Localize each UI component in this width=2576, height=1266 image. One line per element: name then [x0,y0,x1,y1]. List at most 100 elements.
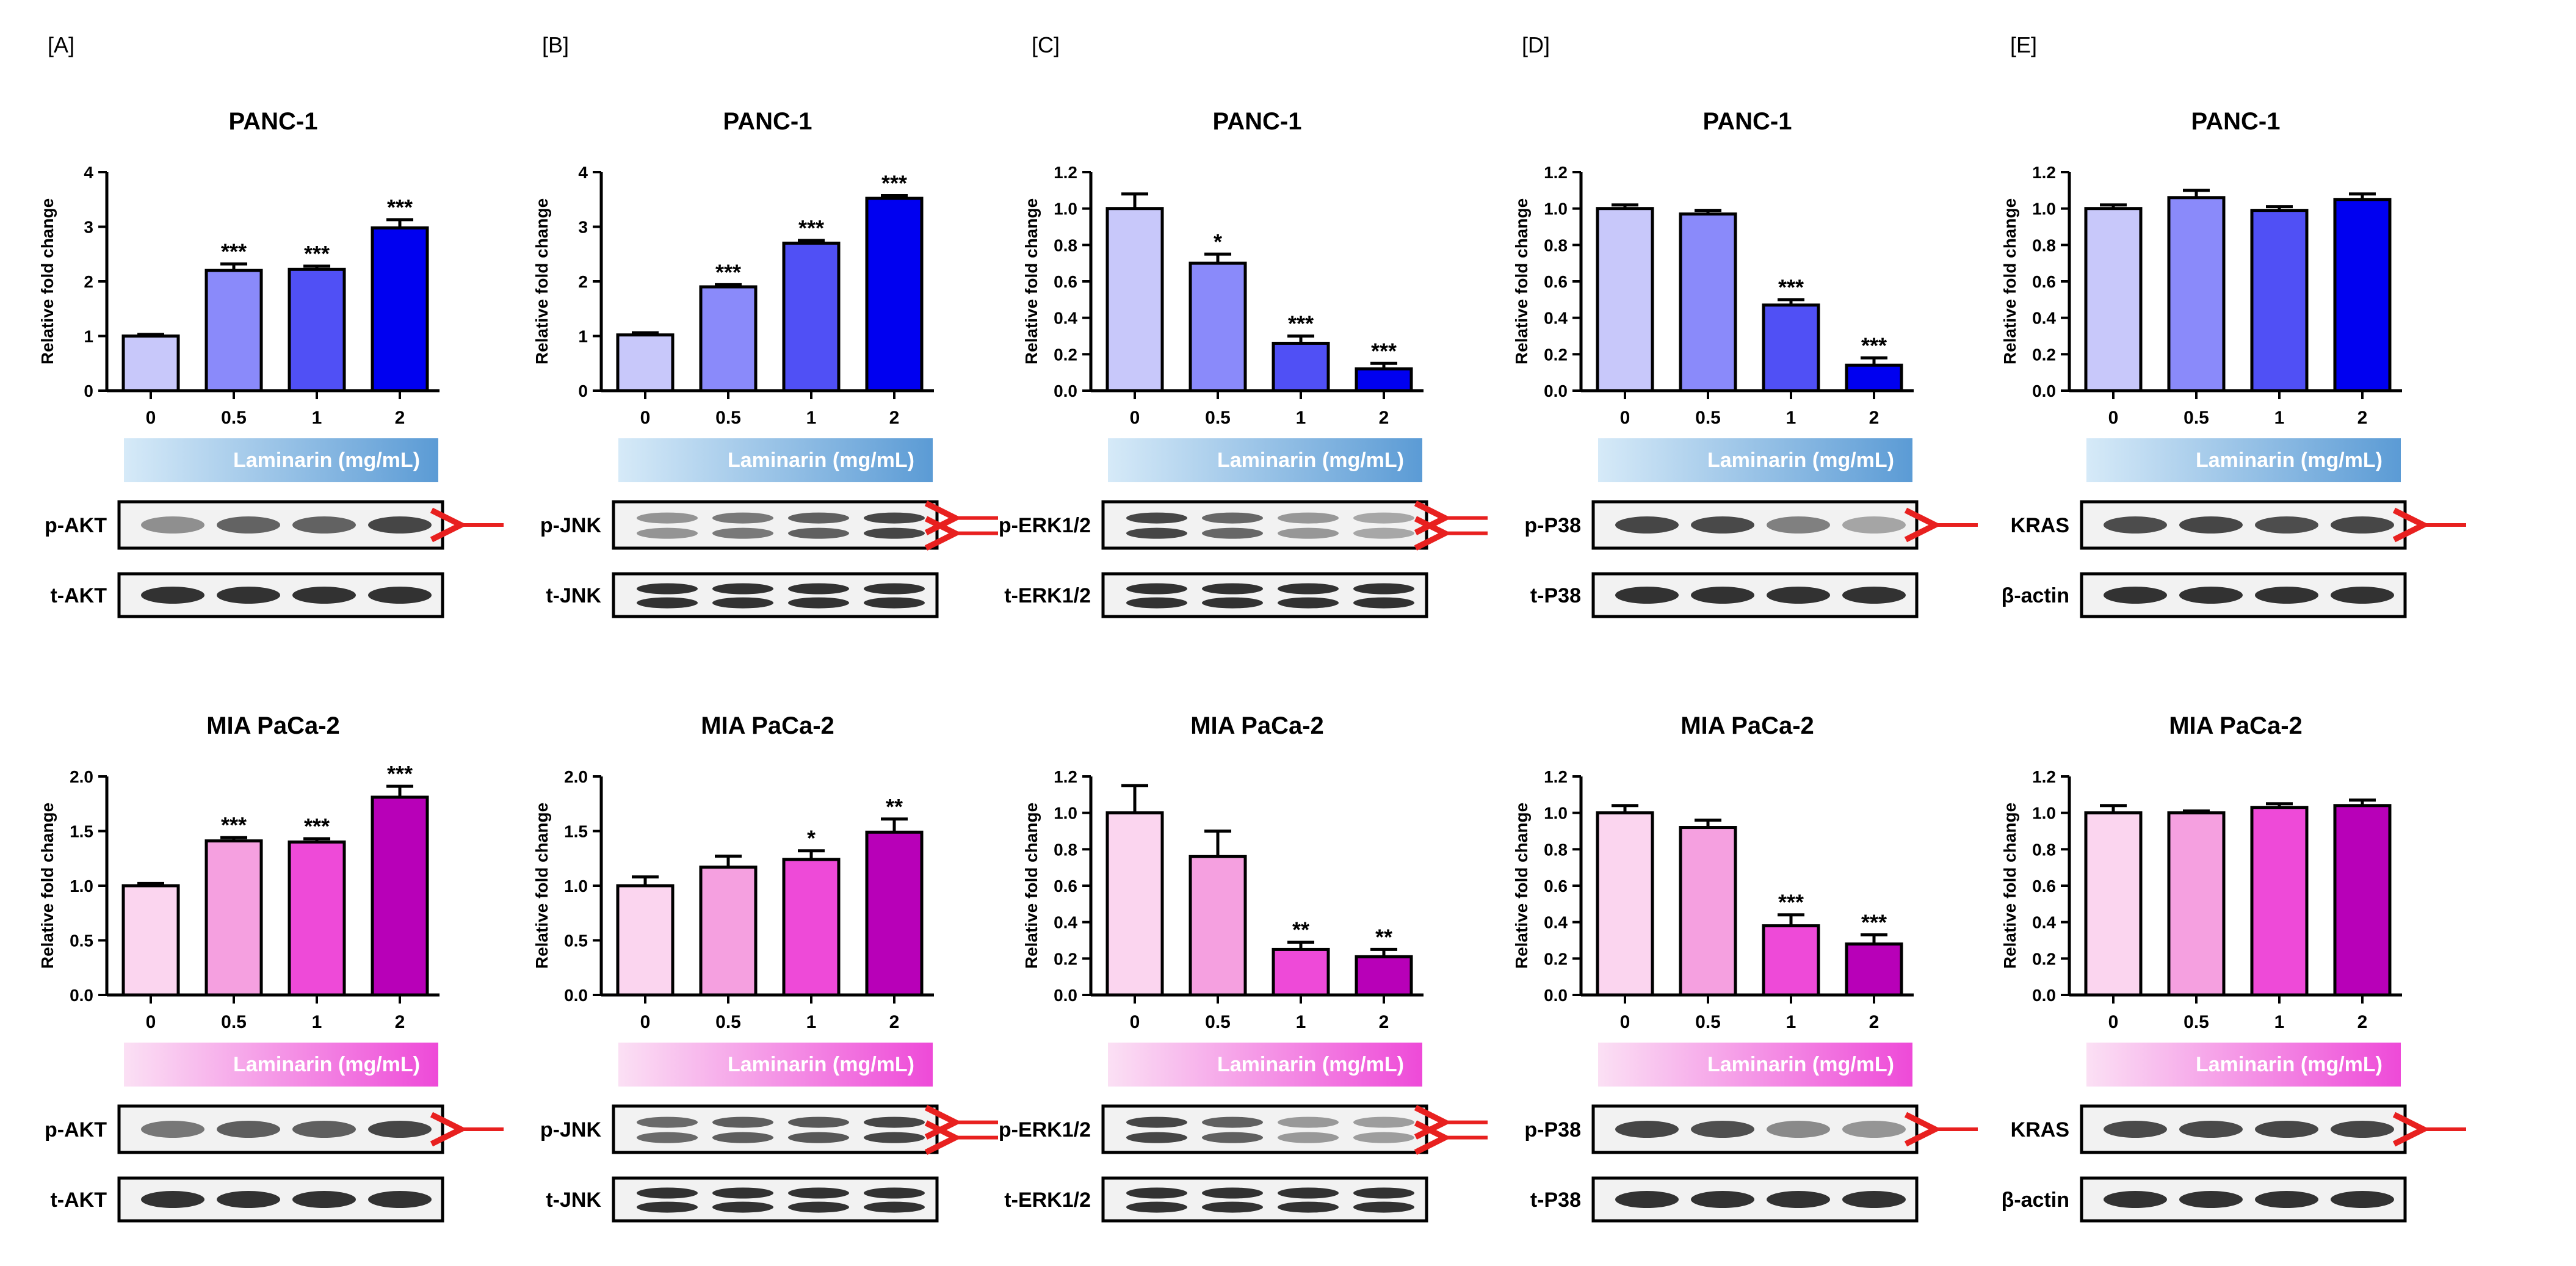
y-tick-label: 0.0 [564,986,588,1005]
significance-label: * [807,826,816,851]
blot-band [1202,1116,1263,1128]
treatment-label: Laminarin (mg/mL) [2196,449,2382,472]
blot-band [1278,1116,1339,1128]
blot-band [141,516,204,534]
blot-band [2179,587,2243,604]
y-tick-label: 1.0 [1544,804,1568,823]
blot-band [712,1201,773,1213]
blot-band [368,1191,432,1208]
y-axis-label: Relative fold change [532,198,551,364]
blot-band [217,1121,280,1138]
y-tick-label: 0.6 [1544,877,1568,895]
treatment-bar [1598,438,1912,482]
bar [1679,826,1737,997]
panel-label: [A] [48,32,74,57]
blot-box [612,500,939,550]
blot-band [1202,1201,1263,1213]
blot-label: t-AKT [50,1188,107,1212]
blot-band [1202,527,1263,539]
blot-band [2331,1121,2394,1138]
y-tick-label: 1.2 [1544,767,1568,786]
y-tick-label: 1.0 [1054,804,1077,823]
bar [1679,212,1737,392]
treatment-label: Laminarin (mg/mL) [1707,449,1894,472]
blot-band [637,512,698,524]
x-tick-label: 0.5 [221,1012,247,1032]
y-tick-label: 0.0 [2032,986,2056,1005]
significance-label: ** [1292,917,1309,942]
y-tick-label: 0.0 [70,986,93,1005]
treatment-label: Laminarin (mg/mL) [1217,449,1404,472]
y-tick-label: 1.0 [70,877,93,895]
blot-band [217,516,280,534]
x-tick-label: 0.5 [2183,408,2209,428]
x-tick-label: 2 [2357,408,2368,428]
y-tick-label: 1 [84,327,93,346]
blot-band [1691,516,1754,534]
treatment-bar [124,1043,438,1087]
blot-band [1126,1201,1187,1213]
significance-label: ** [886,794,903,819]
x-tick-label: 2 [889,408,900,428]
blot-band [637,583,698,595]
blot-band [637,527,698,539]
blot-band [712,512,773,524]
bar [288,840,346,997]
y-axis-label: Relative fold change [38,803,57,969]
y-tick-label: 0.8 [1054,236,1077,255]
treatment-bar [2086,438,2401,482]
blot-band [1767,1191,1830,1208]
bar [121,335,180,392]
treatment-bar [2086,1043,2401,1087]
blot-band [788,1187,849,1199]
blot-band [2255,516,2318,534]
y-axis-label: Relative fold change [38,198,57,364]
chart-title: PANC-1 [2191,108,2281,135]
blot-band [712,527,773,539]
bar [1105,207,1164,392]
y-tick-label: 0.2 [1054,345,1077,364]
treatment-bar [124,438,438,482]
bar [616,333,675,392]
blot-band [864,597,925,609]
x-tick-label: 1 [312,408,322,428]
y-tick-label: 1.0 [2032,804,2056,823]
blot-band [2104,587,2167,604]
blot-band [864,583,925,595]
bar [1272,341,1330,392]
chart-panel: MIA PaCa-2 0.0 0.2 0.4 0.6 0.8 1.0 1.2 Relative … [999,712,1488,1223]
treatment-bar [618,1043,933,1087]
blot-band [788,597,849,609]
bar [616,884,675,997]
x-tick-label: 0.5 [1205,408,1231,428]
y-tick-label: 0.6 [1054,272,1077,291]
blot-band [1615,1121,1679,1138]
y-axis-label: Relative fold change [1512,803,1531,969]
blot-band [292,1191,356,1208]
blot-band [1691,1191,1754,1208]
blot-box [1101,572,1428,618]
x-tick-label: 1 [2274,1012,2285,1032]
y-tick-label: 0.2 [1544,949,1568,968]
x-tick-label: 1 [806,1012,817,1032]
blot-band [1767,516,1830,534]
x-tick-label: 0 [146,1012,156,1032]
significance-label: *** [221,812,247,837]
x-tick-label: 0 [2108,1012,2119,1032]
bar [2333,198,2392,392]
blot-band [2179,1121,2243,1138]
blot-band [1353,1116,1414,1128]
bar [1272,947,1330,997]
blot-box [612,1104,939,1154]
y-tick-label: 0.8 [1544,840,1568,859]
chart-panel: MIA PaCa-2 0.0 0.2 0.4 0.6 0.8 1.0 1.2 Relative … [1512,712,1978,1223]
blot-band [637,1132,698,1143]
blot-band [788,1201,849,1213]
blot-band [1353,1132,1414,1143]
blot-band [1353,1187,1414,1199]
y-tick-label: 0.4 [1054,309,1077,328]
x-tick-label: 0 [640,408,651,428]
x-tick-label: 0 [1620,408,1630,428]
y-tick-label: 0.4 [1544,913,1568,932]
y-tick-label: 0.0 [2032,382,2056,400]
